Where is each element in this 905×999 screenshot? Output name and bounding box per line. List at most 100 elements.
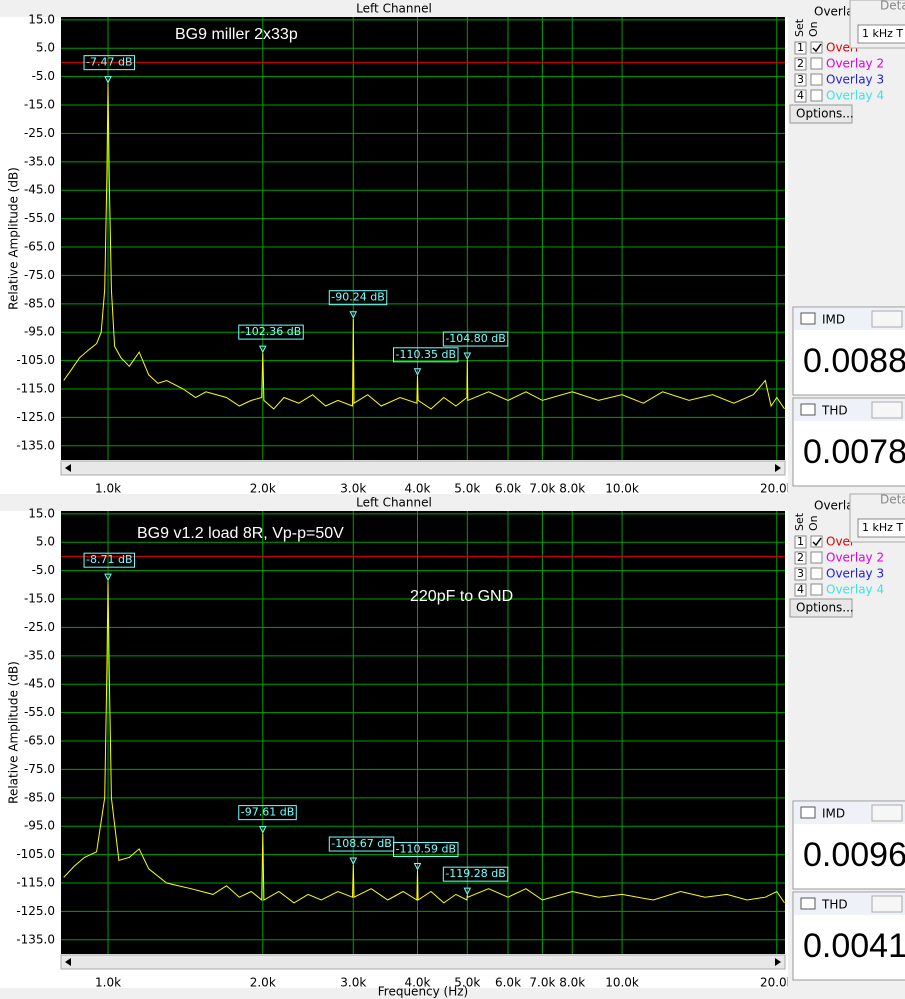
thd-value: 0.00789: [803, 433, 905, 471]
plot-area: [61, 511, 785, 954]
checkbox[interactable]: [810, 551, 823, 564]
annotation: BG9 v1.2 load 8R, Vp-p=50V: [137, 525, 344, 542]
marker-label: -108.67 dB: [331, 837, 391, 850]
checkbox[interactable]: [810, 583, 823, 596]
checkbox[interactable]: [810, 57, 823, 70]
row-number-box: [794, 551, 807, 565]
y-tick-label: -65.0: [24, 734, 55, 748]
options-label: Options...: [796, 601, 854, 615]
row-number-box: [794, 535, 807, 549]
overlays-title: Overla: [814, 499, 854, 513]
y-tick-label: -85.0: [24, 296, 55, 310]
detail-title: Deta: [880, 0, 905, 13]
thd-title: THD: [821, 898, 848, 912]
row-number: 4: [797, 583, 804, 596]
annotation: 220pF to GND: [410, 588, 513, 605]
y-tick-label: 15.0: [28, 506, 55, 520]
overlay-label: Overlay 3: [826, 73, 884, 87]
peak-marker: [258, 826, 267, 834]
y-tick-label: -15.0: [24, 98, 55, 112]
marker-label: -110.35 dB: [396, 348, 456, 361]
checkbox[interactable]: [810, 89, 823, 102]
marker-label: -97.61 dB: [241, 806, 295, 819]
y-tick-label: -95.0: [24, 819, 55, 833]
y-tick-label: 5.0: [36, 535, 55, 549]
options-button[interactable]: [789, 104, 853, 124]
header-bar: [0, 494, 788, 511]
y-tick-label: -55.0: [24, 705, 55, 719]
scrollbar[interactable]: [60, 954, 786, 970]
y-axis-label: Relative Amplitude (dB): [7, 661, 21, 804]
y-tick-label: -135.0: [16, 932, 55, 946]
row-number-box: [794, 41, 807, 55]
options-button[interactable]: [789, 598, 853, 618]
y-tick-label: -95.0: [24, 325, 55, 339]
imd-close[interactable]: [871, 310, 903, 328]
x-tick-label: 10.0k: [605, 976, 639, 990]
thd-icon: [800, 403, 816, 416]
marker-box: [83, 55, 136, 71]
thd-close[interactable]: [871, 401, 903, 419]
chart-title: Left Channel: [356, 496, 432, 510]
scroll-left[interactable]: [65, 464, 71, 472]
peak-marker: [413, 862, 422, 871]
x-tick-label: 7.0k: [529, 976, 555, 990]
row-number-box: [794, 583, 807, 597]
set-label: Set: [793, 512, 806, 531]
y-tick-label: 5.0: [36, 41, 55, 55]
x-tick-label: 2.0k: [250, 482, 276, 496]
overlay-label: Over: [826, 535, 855, 549]
peak-marker: [463, 887, 472, 896]
marker-label: -102.36 dB: [241, 325, 301, 338]
scroll-left[interactable]: [65, 958, 71, 966]
marker-box: [393, 347, 459, 363]
marker-box: [83, 552, 136, 568]
detail-select-label: 1 kHz T: [862, 27, 903, 40]
row-number: 2: [797, 57, 804, 70]
imd-value: 0.0096 %: [803, 836, 905, 874]
row-number: 2: [797, 551, 804, 564]
marker-label: -104.80 dB: [445, 332, 505, 345]
y-tick-label: -35.0: [24, 648, 55, 662]
detail-select[interactable]: [857, 518, 905, 538]
peak-marker: [349, 311, 358, 319]
marker-box: [442, 866, 509, 882]
marker-box: [393, 841, 459, 857]
y-tick-label: -75.0: [24, 268, 55, 282]
y-tick-label: -25.0: [24, 620, 55, 634]
on-label: On: [807, 515, 820, 531]
y-tick-label: -75.0: [24, 762, 55, 776]
row-number: 3: [797, 73, 804, 86]
detail-select[interactable]: [857, 24, 905, 44]
overlay-label: Overlay 2: [826, 551, 884, 565]
imd-close[interactable]: [871, 804, 903, 822]
y-tick-label: -5.0: [32, 69, 55, 83]
imd-icon: [800, 312, 816, 325]
y-tick-label: -15.0: [24, 592, 55, 606]
thd-close[interactable]: [871, 895, 903, 913]
y-tick-label: -105.0: [16, 353, 55, 367]
peak-marker: [463, 352, 472, 361]
x-tick-label: 20.0k: [760, 976, 794, 990]
y-tick-label: -125.0: [16, 904, 55, 918]
scroll-right[interactable]: [775, 464, 781, 472]
peak-marker: [349, 857, 358, 866]
checkbox[interactable]: [810, 535, 823, 548]
x-tick-label: 5.0k: [454, 976, 480, 990]
scroll-right[interactable]: [775, 958, 781, 966]
y-tick-label: -105.0: [16, 847, 55, 861]
checkbox[interactable]: [810, 567, 823, 580]
marker-box: [442, 331, 509, 347]
x-tick-label: 4.0k: [404, 976, 430, 990]
chart-title: Left Channel: [356, 2, 432, 16]
checkbox[interactable]: [810, 41, 823, 54]
detail-title: Deta: [880, 493, 905, 507]
y-tick-label: -45.0: [24, 183, 55, 197]
scrollbar[interactable]: [60, 460, 786, 476]
y-tick-label: -85.0: [24, 790, 55, 804]
x-tick-label: 8.0k: [559, 482, 585, 496]
row-number-box: [794, 89, 807, 103]
y-tick-label: -45.0: [24, 677, 55, 691]
checkbox[interactable]: [810, 73, 823, 86]
